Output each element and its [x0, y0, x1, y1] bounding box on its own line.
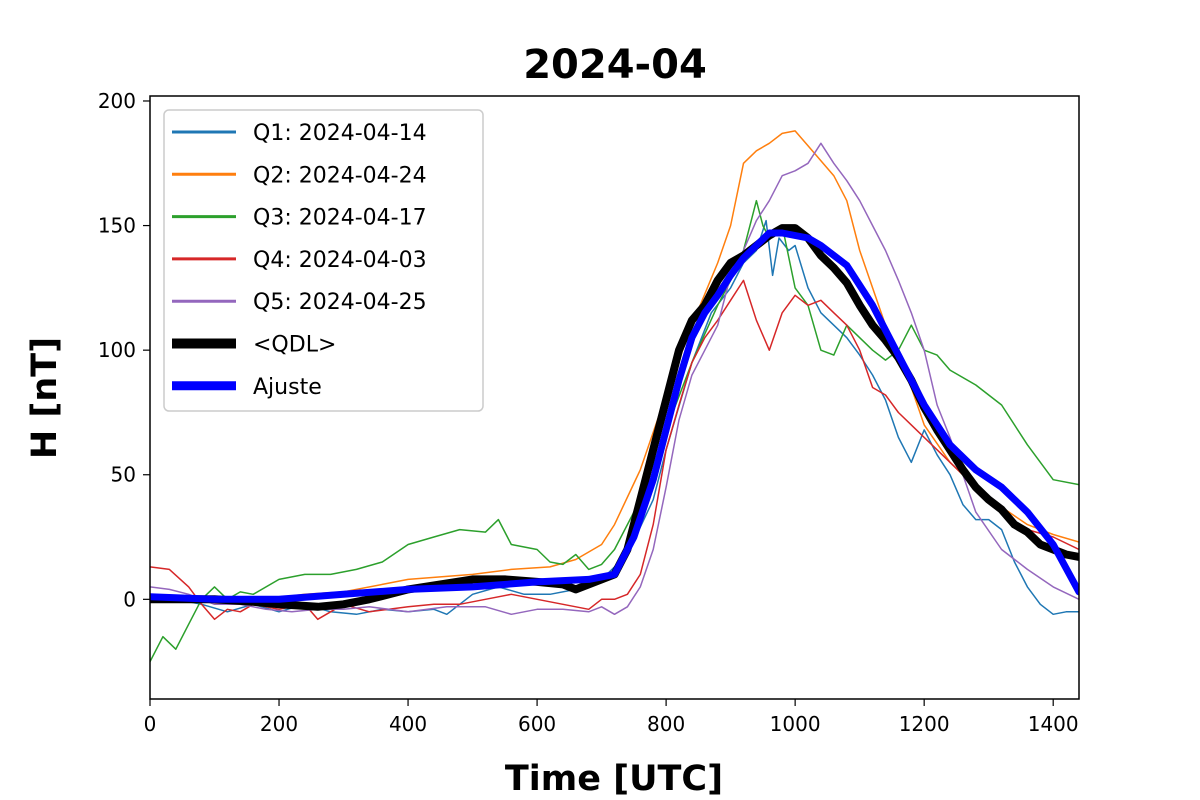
- legend-label-4: Q4: 2024-04-03: [253, 248, 427, 273]
- x-tick-label: 0: [144, 712, 157, 736]
- series-layer: [150, 130, 1079, 663]
- x-tick-label: 200: [260, 712, 298, 736]
- y-tick-label: 150: [98, 214, 136, 238]
- y-axis-title: H [nT]: [25, 337, 65, 459]
- series-line-5: [150, 142, 1079, 616]
- x-tick-label: 1400: [1028, 712, 1079, 736]
- y-tick-label: 200: [98, 89, 136, 113]
- legend-box: [163, 109, 484, 412]
- legend-label-1: Q1: 2024-04-14: [253, 121, 427, 146]
- series-line-2: [150, 130, 1079, 606]
- legend-label-5: Q5: 2024-04-25: [253, 290, 427, 315]
- x-tick-label: 800: [647, 712, 685, 736]
- y-tick-label: 50: [111, 463, 136, 487]
- x-axis: 0 200 400 600 800 1000 1200 1400: [144, 699, 1079, 736]
- y-tick-label: 0: [123, 587, 136, 611]
- plot-frame: [149, 95, 1080, 700]
- x-tick-label: 1000: [770, 712, 821, 736]
- legend-label-2: Q2: 2024-04-24: [253, 163, 427, 188]
- chart-title: 2024-04: [523, 42, 707, 88]
- legend-label-7: Ajuste: [253, 375, 322, 400]
- x-tick-label: 600: [518, 712, 556, 736]
- y-tick-label: 100: [98, 338, 136, 362]
- legend: Q1: 2024-04-14 Q2: 2024-04-24 Q3: 2024-04-…: [163, 109, 484, 412]
- series-line-7: [150, 229, 1079, 603]
- legend-label-6: <QDL>: [253, 333, 336, 358]
- x-tick-label: 1200: [899, 712, 950, 736]
- x-tick-label: 400: [389, 712, 427, 736]
- legend-label-3: Q3: 2024-04-17: [253, 206, 427, 231]
- y-axis: 0 50 100 150 200: [98, 89, 150, 611]
- x-axis-title: Time [UTC]: [505, 759, 723, 799]
